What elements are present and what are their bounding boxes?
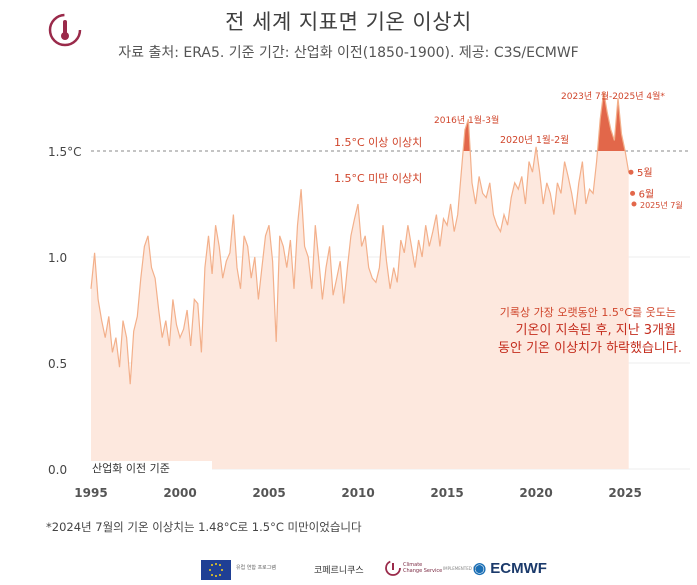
ecmwf-logo: ◉ ECMWF — [473, 560, 547, 577]
callout-line-2: 기온이 지속된 후, 지난 3개월 — [516, 323, 677, 338]
c3s-text-line-2: Change Service — [403, 568, 443, 574]
footnote: *2024년 7월의 기온 이상치는 1.48°C로 1.5°C 미만이었습니다 — [46, 520, 362, 534]
y-tick-label: 1.5°C — [48, 145, 81, 159]
x-tick-label: 2025 — [608, 486, 641, 500]
chart-title: 전 세계 지표면 기온 이상치 — [225, 10, 472, 34]
c3s-text-line-1: Climate — [403, 562, 423, 568]
eu-flag-icon — [201, 560, 231, 580]
recent-point — [628, 169, 634, 175]
x-tick-label: 2010 — [341, 486, 374, 500]
implemented-by-text: IMPLEMENTED BY — [443, 566, 479, 571]
peak-2020-label: 2020년 1월-2월 — [500, 134, 569, 146]
recent-point — [631, 201, 637, 207]
y-tick-label: 0.5 — [48, 357, 67, 371]
recent-point-label: 2025년 7월 — [640, 200, 683, 210]
ecmwf-text: ECMWF — [490, 560, 547, 577]
c3s-text: Climate Change Service — [403, 562, 442, 574]
chart-subtitle: 자료 출처: ERA5. 기준 기간: 산업화 이전(1850-1900). 제… — [118, 45, 579, 61]
above-threshold-area — [463, 91, 626, 151]
y-tick-label: 0.0 — [48, 463, 67, 477]
anomaly-series-line — [90, 91, 630, 385]
baseline-label-bg — [88, 461, 212, 475]
c3s-thermometer-logo — [48, 13, 82, 47]
peak-2023-label: 2023년 7월-2025년 4월* — [561, 90, 665, 102]
callout-line-1: 기록상 가장 오랫동안 1.5°C를 웃도는 — [500, 306, 676, 319]
x-tick-label: 1995 — [74, 486, 107, 500]
partner-logos: 유럽 연합 프로그램 코페르니쿠스 Climate Change Service… — [0, 556, 697, 582]
temperature-chart: 0.0 0.5 1.0 1.5°C 1995 2000 2005 2010 2015 2020 2… — [48, 90, 690, 500]
callout-line-3: 동안 기온 이상치가 하락했습니다. — [498, 340, 682, 356]
baseline-label: 산업화 이전 기준 — [92, 462, 170, 475]
eu-program-text: 유럽 연합 프로그램 — [236, 565, 276, 571]
recent-point — [630, 190, 636, 196]
recent-point-label: 6월 — [639, 188, 655, 200]
above-threshold-label: 1.5°C 이상 이상치 — [334, 136, 422, 149]
x-tick-label: 2005 — [252, 486, 285, 500]
x-tick-label: 2020 — [519, 486, 552, 500]
x-axis-ticks: 1995 2000 2005 2010 2015 2020 2025 — [74, 486, 642, 500]
y-tick-label: 1.0 — [48, 251, 67, 265]
y-axis-ticks: 0.0 0.5 1.0 1.5°C — [48, 145, 81, 477]
peak-2016-label: 2016년 1월-3월 — [434, 114, 499, 126]
recent-point-label: 5월 — [637, 167, 653, 179]
c3s-logo-icon — [385, 560, 401, 576]
anomaly-area — [91, 91, 629, 469]
below-threshold-label: 1.5°C 미만 이상치 — [334, 172, 422, 185]
copernicus-text: 코페르니쿠스 — [314, 566, 364, 576]
x-tick-label: 2015 — [430, 486, 463, 500]
x-tick-label: 2000 — [163, 486, 196, 500]
